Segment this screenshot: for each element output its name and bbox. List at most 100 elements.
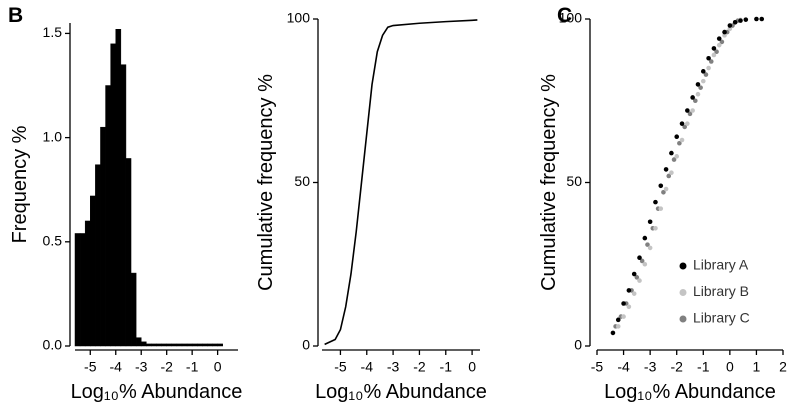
point <box>716 42 722 48</box>
bar <box>135 337 142 347</box>
bar <box>191 343 198 347</box>
point <box>743 17 749 22</box>
point <box>685 121 690 126</box>
point <box>679 121 685 126</box>
point <box>645 242 650 247</box>
x-tick-label: -4 <box>110 359 123 375</box>
point <box>674 134 680 140</box>
x-tick-label: 0 <box>468 359 476 375</box>
point <box>727 23 733 28</box>
x-tick-label: -3 <box>387 359 400 375</box>
bar <box>156 343 162 347</box>
y-axis-label: Frequency % <box>9 125 31 243</box>
x-axis-label: Log₁₀% Abundance <box>315 381 487 403</box>
point <box>653 225 658 231</box>
x-tick-label: -4 <box>617 359 630 375</box>
point <box>700 69 706 74</box>
bar <box>197 343 203 347</box>
point <box>716 36 722 41</box>
legend-marker <box>679 262 687 270</box>
x-tick-label: -5 <box>334 359 347 375</box>
line <box>324 19 478 346</box>
x-axis-label: Log₁₀% Abundance <box>71 381 243 403</box>
point <box>732 19 738 25</box>
x-tick-label: -4 <box>361 359 374 375</box>
point <box>695 91 701 97</box>
x-tick-label: -3 <box>644 359 657 375</box>
point <box>711 46 717 51</box>
point <box>631 271 637 277</box>
x-tick-label: -1 <box>697 359 710 375</box>
point <box>700 78 706 84</box>
point <box>690 95 695 100</box>
bar <box>100 126 106 347</box>
point <box>727 26 733 32</box>
point <box>610 330 616 336</box>
point <box>738 18 743 23</box>
point <box>687 111 693 117</box>
point <box>669 170 674 175</box>
x-tick-label: -5 <box>591 359 604 375</box>
point <box>685 108 690 113</box>
point <box>722 33 727 38</box>
point <box>626 288 632 293</box>
bar <box>140 341 147 347</box>
point <box>706 55 711 61</box>
y-axis-label: Cumulative frequency % <box>255 74 277 291</box>
point <box>682 124 687 130</box>
point <box>719 39 725 45</box>
x-tick-label: 1 <box>753 359 761 375</box>
y-tick-label: 0.0 <box>43 337 63 353</box>
point <box>669 150 674 156</box>
x-tick-label: -1 <box>186 359 199 375</box>
y-axis-label: Cumulative frequency % <box>538 74 560 291</box>
x-tick-label: 0 <box>214 359 222 375</box>
bar <box>202 343 208 347</box>
point <box>674 154 680 159</box>
y-tick-label: 100 <box>287 10 311 26</box>
point <box>677 140 682 146</box>
bar <box>186 343 193 347</box>
point <box>663 186 669 192</box>
y-tick-label: 1.5 <box>43 24 63 40</box>
point <box>637 255 642 261</box>
y-tick-label: 50 <box>294 173 310 189</box>
bar <box>79 233 86 347</box>
bar <box>90 195 96 347</box>
bar <box>95 164 101 347</box>
legend-label: Library C <box>693 310 750 326</box>
bar <box>176 343 183 347</box>
legend-marker <box>679 315 687 323</box>
point <box>663 167 669 172</box>
point <box>642 235 648 241</box>
y-tick-label: 0 <box>574 337 582 353</box>
bar <box>217 343 223 347</box>
x-tick-label: -1 <box>440 359 453 375</box>
x-tick-label: 0 <box>726 359 734 375</box>
bar <box>166 343 173 347</box>
x-tick-label: -5 <box>84 359 97 375</box>
panel-label: C <box>557 4 572 27</box>
bar <box>212 343 218 347</box>
point <box>621 301 626 306</box>
point <box>714 49 719 54</box>
point <box>711 52 717 58</box>
point <box>642 261 648 267</box>
y-tick-label: 100 <box>559 10 583 26</box>
x-tick-label: -2 <box>160 359 173 375</box>
point <box>634 275 640 280</box>
point <box>671 157 677 162</box>
point <box>639 258 645 264</box>
y-tick-label: 0 <box>302 337 310 353</box>
bar <box>207 343 213 347</box>
point <box>708 59 714 64</box>
point <box>626 304 632 310</box>
point <box>647 245 653 251</box>
point <box>698 85 703 90</box>
legend-label: Library A <box>693 257 749 273</box>
point <box>647 219 653 225</box>
point <box>637 278 642 283</box>
point <box>695 82 701 87</box>
point <box>661 190 666 195</box>
